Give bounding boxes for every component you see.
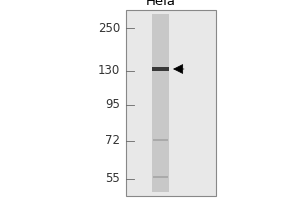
Text: 55: 55 [105, 172, 120, 186]
Bar [126, 10, 216, 196]
Text: Hela: Hela [146, 0, 176, 8]
Text: 130: 130 [98, 64, 120, 77]
Bar [153, 176, 168, 178]
Bar [152, 67, 169, 71]
Bar [153, 139, 168, 141]
Bar [152, 14, 169, 192]
Text: 95: 95 [105, 98, 120, 112]
Text: 72: 72 [105, 134, 120, 148]
Text: 250: 250 [98, 21, 120, 34]
